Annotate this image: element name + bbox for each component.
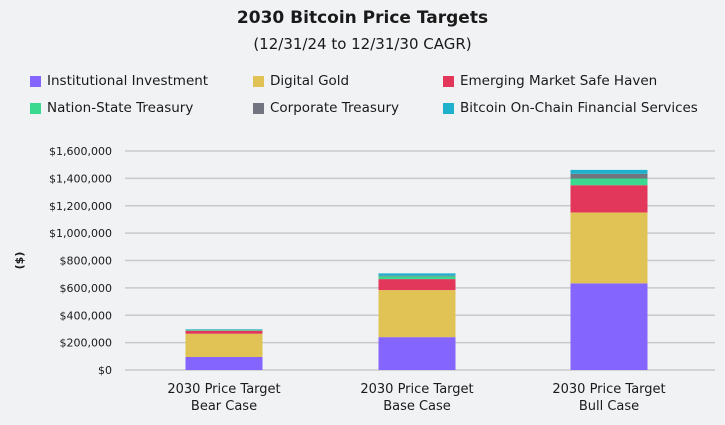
x-tick-label: Bull Case <box>579 399 639 414</box>
y-tick-label: $0 <box>98 364 112 377</box>
bar-segment <box>378 337 456 370</box>
legend-label: Emerging Market Safe Haven <box>460 73 658 89</box>
bar-segment <box>378 275 456 277</box>
y-tick-label: $1,200,000 <box>49 200 112 213</box>
bar-segment <box>378 273 456 276</box>
x-tick-label: Base Case <box>383 399 451 414</box>
chart-subtitle: (12/31/24 to 12/31/30 CAGR) <box>253 35 472 53</box>
bar-segment <box>185 356 263 370</box>
bar-segment <box>185 333 263 357</box>
legend-label: Bitcoin On-Chain Financial Services <box>460 100 698 116</box>
bar-segment <box>378 290 456 338</box>
x-tick-label: 2030 Price Target <box>360 382 473 397</box>
y-tick-label: $800,000 <box>60 255 113 268</box>
legend-item: Emerging Market Safe Haven <box>443 73 657 89</box>
legend-swatch <box>443 102 454 114</box>
legend-swatch <box>30 102 41 114</box>
legend-label: Institutional Investment <box>47 73 209 89</box>
y-tick-label: $1,000,000 <box>49 227 112 240</box>
legend-swatch <box>253 75 264 87</box>
bar-segment <box>185 330 263 331</box>
bar-segment <box>378 279 456 291</box>
bar-segment <box>185 330 263 334</box>
y-tick-label: $1,600,000 <box>49 145 112 158</box>
bar-segment <box>570 185 648 213</box>
legend-label: Nation-State Treasury <box>47 100 194 116</box>
legend-label: Digital Gold <box>270 73 350 89</box>
y-tick-label: $200,000 <box>60 337 113 350</box>
bar-segment <box>185 329 263 330</box>
y-tick-label: $400,000 <box>60 309 113 322</box>
x-tick-label: Bear Case <box>191 399 257 414</box>
legend-item: Bitcoin On-Chain Financial Services <box>443 100 698 116</box>
legend-item: Institutional Investment <box>30 73 208 89</box>
x-tick-label: 2030 Price Target <box>167 382 280 397</box>
legend-label: Corporate Treasury <box>270 100 400 116</box>
bar-segment <box>570 283 648 370</box>
legend-item: Corporate Treasury <box>253 100 399 116</box>
bar-segment <box>570 173 648 179</box>
legend-swatch <box>30 75 41 87</box>
legend-item: Nation-State Treasury <box>30 100 193 116</box>
legend-swatch <box>443 75 454 87</box>
bar-segment <box>570 169 648 174</box>
bar-segment <box>378 276 456 280</box>
legend-swatch <box>253 102 264 114</box>
chart-title: 2030 Bitcoin Price Targets <box>236 8 489 28</box>
bar-segment <box>570 212 648 284</box>
y-tick-label: $600,000 <box>60 282 113 295</box>
y-tick-label: $1,400,000 <box>49 172 112 185</box>
legend-item: Digital Gold <box>253 73 349 89</box>
x-tick-label: 2030 Price Target <box>552 382 665 397</box>
y-axis-label: ($) <box>13 252 26 270</box>
bar-segment <box>570 178 648 186</box>
